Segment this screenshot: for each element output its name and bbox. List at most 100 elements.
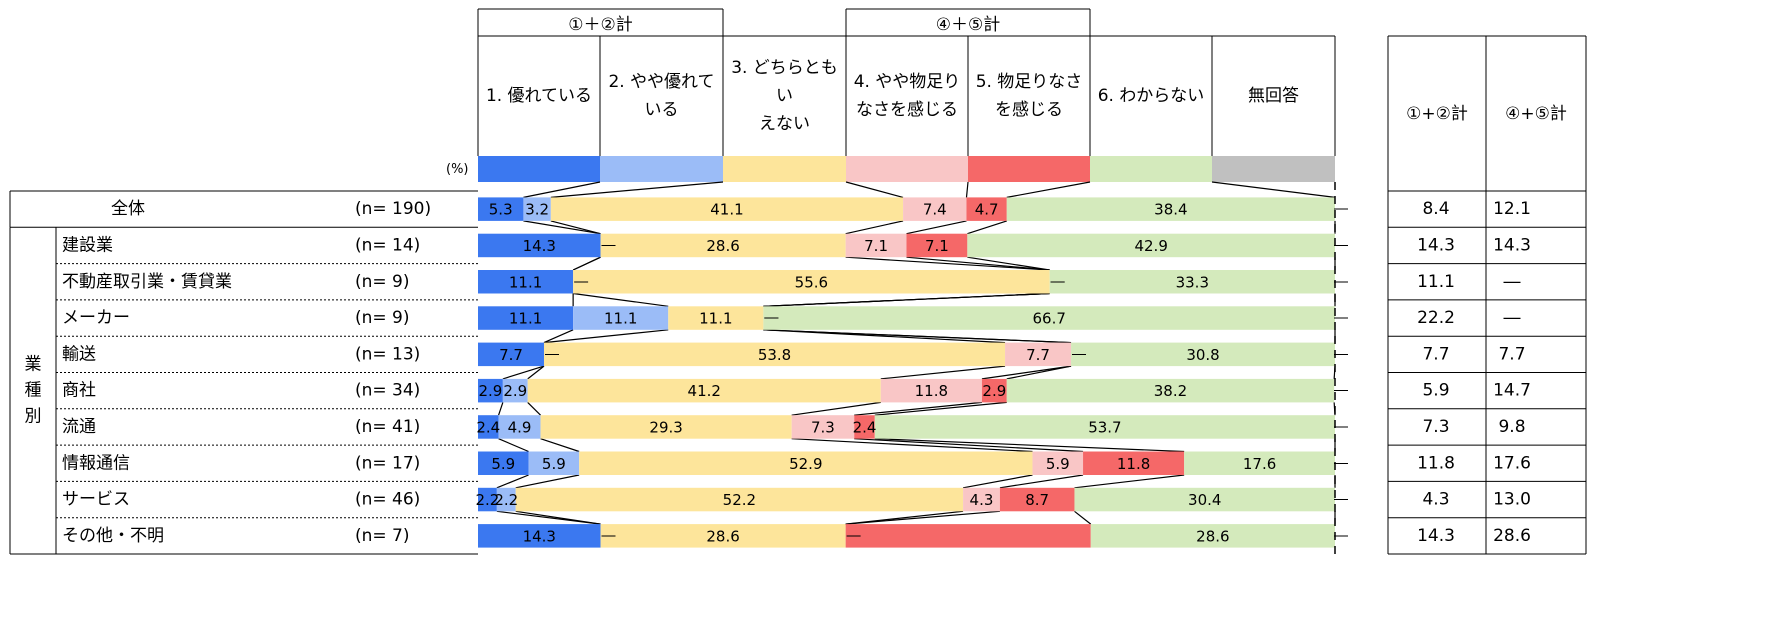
bar-segment [478,233,601,258]
bar-value-label: 7.7 [499,346,523,364]
bar-value-label: 41.2 [688,382,721,400]
no-answer-marker: ― [1334,492,1348,508]
segment-connector [1211,181,1336,198]
bar-value-label: 28.6 [1196,527,1229,545]
bar-value-label: 7.1 [864,237,888,255]
bar-segment [1184,451,1335,475]
bar-segment [999,487,1075,512]
legend-label-1: 1. 優れている [485,86,593,106]
segment-connector [523,220,601,235]
summary-value-4-5: 14.7 [1493,381,1531,401]
row-label: メーカー [62,308,130,328]
bar-segment [478,378,503,403]
summary-value-4-5: 28.6 [1493,526,1531,546]
zero-marker: ― [1051,274,1065,290]
bar-value-label: 52.9 [789,455,822,473]
summary-value-1-2: 11.8 [1417,453,1455,473]
bar-value-label: 4.3 [970,491,994,509]
bar-value-label: 2.9 [478,382,502,400]
bar-segment [1083,451,1185,475]
segment-connector [540,438,580,453]
segment-connector [999,474,1084,489]
row-label: 情報通信 [62,453,130,473]
segment-connector [523,181,601,198]
segment-connector [502,365,545,380]
bar-segment [903,197,967,221]
zero-marker: ― [1051,274,1065,290]
bar-value-label: 41.1 [710,201,743,219]
bar-segment [478,270,574,294]
bar-segment [880,378,982,403]
segment-connector [1006,365,1072,380]
bar-segment [845,233,907,258]
bar-value-label: 11.8 [915,382,948,400]
group-header-4-5: ④＋⑤計 [935,14,1001,35]
segment-connector [497,402,504,416]
group-header-1-2: ①＋②計 [568,14,633,35]
bar-value-label: 2.9 [982,382,1006,400]
bar-segment [963,487,1000,512]
summary-value-4-5: ― [1504,272,1521,292]
row-n-label: (n= 46) [355,490,420,510]
summary-value-1-2: 7.7 [1422,344,1449,364]
segment-connector [573,292,669,307]
side-label-char: 別 [25,407,42,427]
legend-label-5: 5. 物足りなさ を感じる [975,72,1083,120]
summary-value-4-5: 14.3 [1493,235,1531,255]
segment-connector [515,510,601,525]
bar-segment [600,524,846,548]
bar-value-label: 4.7 [975,201,999,219]
row-label: 全体 [111,199,145,219]
bar-value-label: 7.4 [923,201,947,219]
bar-value-label: 2.4 [853,418,877,436]
row-n-label: (n= 9) [355,272,410,292]
segment-connector [967,256,1050,271]
bar-value-label: 38.2 [1154,382,1187,400]
row-label: 商社 [62,381,96,401]
right-header-1-2: ①+②計 [1406,103,1468,124]
summary-value-1-2: 5.9 [1422,381,1449,401]
side-label-char: 業 [25,355,42,375]
segment-connector [845,220,904,235]
bar-value-label: 17.6 [1243,455,1276,473]
bar-value-label: 8.7 [1025,491,1049,509]
bar-segment [550,197,904,221]
bar-segment [763,306,1335,330]
segment-connector [763,329,1072,344]
segment-connector [845,256,1050,271]
segment-connector [527,401,541,416]
bar-value-label: 14.3 [523,527,556,545]
segment-connector [854,438,1084,453]
bar-value-label: 11.1 [509,273,542,291]
segment-connector [854,401,982,416]
bar-segment [1074,487,1335,512]
bar-segment [528,451,580,475]
summary-value-1-2: 7.3 [1422,417,1449,437]
bar-value-label: 33.3 [1176,273,1209,291]
segment-connector [550,181,724,198]
bar-value-label: 11.1 [509,310,542,328]
legend-label-6: 6. わからない [1097,86,1205,106]
no-answer-marker: ― [1334,383,1348,399]
zero-marker: ― [764,310,778,326]
legend-swatch-4 [846,156,968,182]
bar-value-label: 42.9 [1134,237,1167,255]
bar-segment [496,487,516,512]
bar-value-label: 38.4 [1154,201,1187,219]
no-answer-marker: ― [1334,201,1348,217]
bar-segment [1006,197,1335,221]
row-n-label: (n= 7) [355,526,410,546]
bar-segment [515,487,964,512]
bar-value-label: 66.7 [1032,310,1065,328]
bar-segment [1006,378,1335,403]
bar-segment [573,270,1050,294]
segment-connector [906,256,1050,271]
segment-connector [962,474,1033,489]
bar-segment [791,415,855,439]
right-header-4-5: ④+⑤計 [1505,103,1567,124]
segment-connector [543,329,669,344]
bar-value-label: 4.9 [508,418,532,436]
bar-segment [527,378,881,403]
zero-marker: ― [602,237,616,253]
